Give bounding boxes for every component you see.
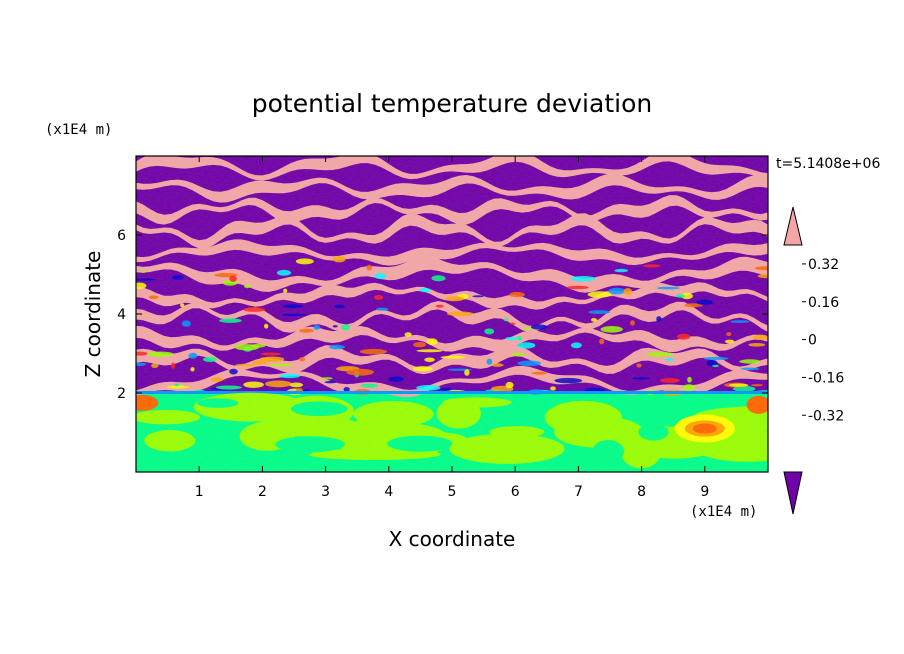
field-plot xyxy=(136,156,768,472)
colorbar: 0.32 0.16 0 -0.16 -0.32 xyxy=(783,206,844,515)
x-tick-label: 9 xyxy=(700,484,709,500)
time-label: t=5.1408e+06 xyxy=(776,156,880,172)
x-axis-label: X coordinate xyxy=(389,527,516,551)
x-axis: 1 2 3 4 5 6 7 8 9 xyxy=(195,156,709,500)
y-axis-unit: (x1E4 m) xyxy=(45,122,112,138)
colorbar-tick-label: -0.32 xyxy=(808,408,844,424)
colorbar-tick-label: -0.16 xyxy=(808,370,844,386)
x-tick-label: 1 xyxy=(195,484,204,500)
x-tick-label: 3 xyxy=(321,484,330,500)
y-axis-label: Z coordinate xyxy=(81,251,105,378)
field-grain xyxy=(136,156,768,472)
y-tick-label: 4 xyxy=(117,307,126,323)
x-tick-label: 2 xyxy=(258,484,267,500)
chart-title: potential temperature deviation xyxy=(252,89,652,118)
x-tick-label: 4 xyxy=(384,484,393,500)
colorbar-tick-label: 0.16 xyxy=(808,295,839,311)
x-axis-unit: (x1E4 m) xyxy=(690,504,757,520)
x-tick-label: 5 xyxy=(448,484,457,500)
x-tick-label: 7 xyxy=(574,484,583,500)
y-tick-label: 6 xyxy=(117,228,126,244)
colorbar-tick-label: 0 xyxy=(808,333,817,349)
colorbar-extend-bottom xyxy=(783,471,803,515)
colorbar-extend-top xyxy=(783,206,803,246)
x-tick-label: 8 xyxy=(637,484,646,500)
y-axis: 2 4 6 xyxy=(117,228,768,402)
x-tick-label: 6 xyxy=(511,484,520,500)
colorbar-tick-label: 0.32 xyxy=(808,257,839,273)
y-tick-label: 2 xyxy=(117,386,126,402)
